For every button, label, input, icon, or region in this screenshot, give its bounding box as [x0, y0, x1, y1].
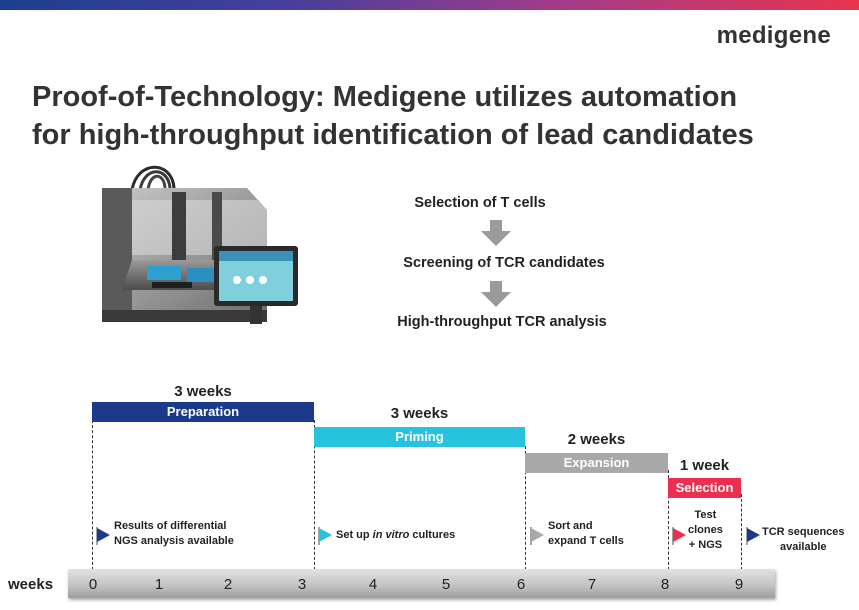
week-tick: 7 [587, 576, 597, 593]
milestone-flag-icon [318, 527, 332, 545]
milestone-flag-icon [96, 527, 110, 545]
week-0-guide-line [92, 420, 93, 570]
week-tick: 2 [223, 576, 233, 593]
title-line-2: for high-throughput identification of le… [32, 119, 754, 151]
phase-priming-bar: Priming [314, 427, 525, 447]
brand-logo: medigene [716, 22, 831, 49]
step-screening-tcr-candidates: Screening of TCR candidates [403, 255, 605, 271]
phase-preparation-bar: Preparation [92, 402, 314, 422]
week-3-guide-line [314, 420, 315, 570]
week-tick: 9 [734, 576, 744, 593]
milestone-setup-cultures: Set up in vitro cultures [336, 529, 456, 541]
milestone-flag-icon [530, 527, 544, 545]
step-selection-of-t-cells: Selection of T cells [414, 195, 546, 211]
week-tick: 0 [88, 576, 98, 593]
week-tick: 3 [297, 576, 307, 593]
automation-robot-image [102, 165, 298, 324]
milestone-flag-icon [746, 527, 760, 545]
milestone-tcr-sequences: TCR sequences available [762, 526, 845, 553]
step-high-throughput-tcr-analysis: High-throughput TCR analysis [397, 314, 607, 330]
phase-selection-bar: Selection [668, 478, 741, 498]
phase-selection-duration: 1 week [679, 457, 730, 474]
week-8-guide-line [668, 470, 669, 570]
week-tick: 1 [154, 576, 164, 593]
top-gradient-bar [0, 0, 859, 10]
page-title: Proof-of-Technology: Medigene utilizes a… [32, 78, 832, 154]
milestone-flag-icon [672, 527, 686, 545]
weeks-axis-label: weeks [8, 576, 54, 593]
week-tick: 4 [368, 576, 378, 593]
milestone-ngs-results: Results of differential NGS analysis ava… [114, 520, 234, 547]
weeks-axis-bar [68, 569, 775, 598]
phase-expansion-duration: 2 weeks [567, 431, 626, 448]
title-line-1: Proof-of-Technology: Medigene utilizes a… [32, 81, 738, 113]
phase-expansion-bar: Expansion [525, 453, 668, 473]
down-arrow-icon [481, 220, 511, 246]
week-6-guide-line [525, 446, 526, 570]
phase-preparation-duration: 3 weeks [174, 383, 232, 400]
milestone-sort-expand: Sort and expand T cells [548, 520, 624, 547]
week-tick: 6 [516, 576, 526, 593]
milestone-test-clones: Test clones + NGS [688, 509, 723, 551]
down-arrow-icon [481, 281, 511, 307]
phase-priming-duration: 3 weeks [390, 405, 449, 422]
week-tick: 8 [660, 576, 670, 593]
week-tick: 5 [441, 576, 451, 593]
week-9-guide-line [741, 494, 742, 570]
